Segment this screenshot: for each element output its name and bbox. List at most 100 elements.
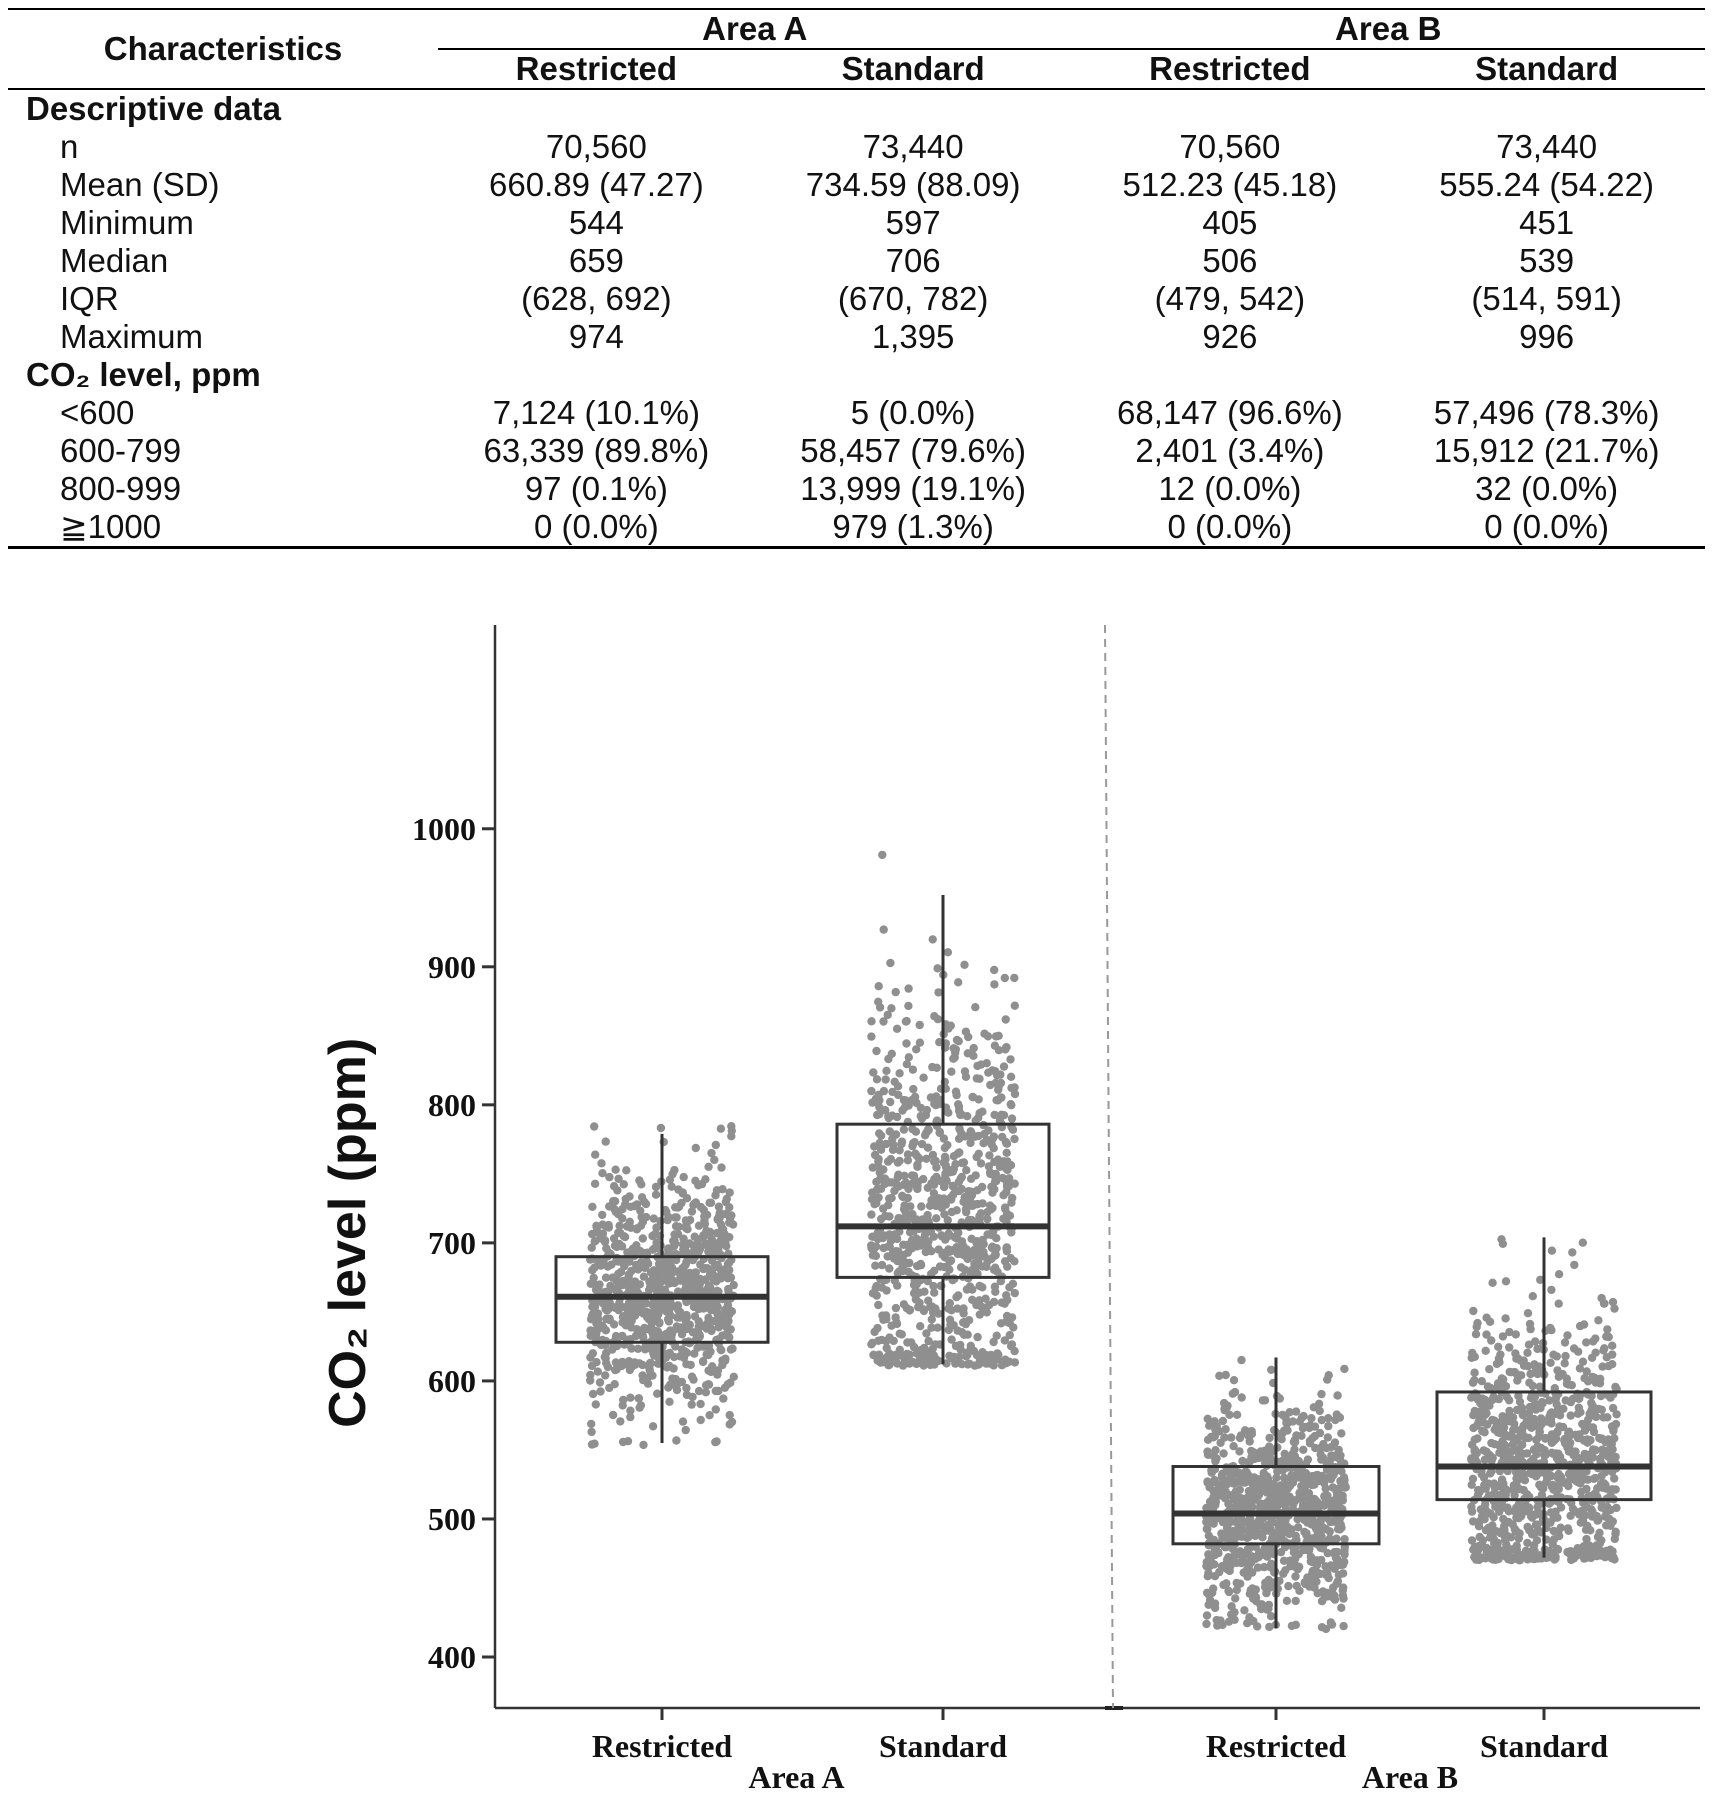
- data-point: [872, 1046, 881, 1056]
- data-point: [704, 1281, 714, 1290]
- data-point: [1323, 1565, 1332, 1575]
- data-point: [872, 1075, 882, 1084]
- data-point: [1512, 1370, 1522, 1379]
- data-point: [1576, 1408, 1585, 1417]
- data-point: [717, 1163, 726, 1172]
- data-point: [1333, 1547, 1342, 1557]
- data-point: [691, 1198, 700, 1207]
- data-point: [916, 1322, 925, 1331]
- data-point: [649, 1214, 658, 1223]
- data-point: [1472, 1322, 1481, 1332]
- data-point: [664, 1279, 674, 1288]
- data-point: [1237, 1355, 1246, 1365]
- summary-table: Characteristics Area A Area B Restricted…: [8, 8, 1705, 549]
- data-point: [602, 1244, 611, 1253]
- group-header-area-a: Area A: [438, 9, 1072, 50]
- data-point: [1290, 1445, 1299, 1454]
- data-point: [653, 1389, 662, 1398]
- data-point: [1607, 1467, 1617, 1477]
- data-point: [1534, 1432, 1544, 1441]
- data-point: [593, 1367, 602, 1376]
- data-point: [911, 1295, 921, 1304]
- data-point: [623, 1437, 633, 1446]
- data-point: [897, 1137, 907, 1146]
- data-point: [1532, 1449, 1541, 1459]
- column-header-b-standard: Standard: [1388, 50, 1705, 90]
- data-point: [598, 1210, 607, 1220]
- data-point: [1608, 1403, 1618, 1413]
- data-point: [990, 1110, 999, 1120]
- y-tick-label: 700: [428, 1225, 476, 1261]
- data-point: [613, 1241, 622, 1250]
- data-point: [588, 1202, 597, 1211]
- data-point: [956, 1110, 965, 1120]
- data-point: [1494, 1342, 1503, 1351]
- data-point: [971, 1003, 980, 1012]
- data-point: [1340, 1546, 1349, 1555]
- data-point: [1580, 1374, 1589, 1383]
- data-point: [586, 1353, 595, 1362]
- data-point: [673, 1287, 683, 1296]
- data-point: [1010, 1346, 1019, 1356]
- data-point: [592, 1223, 601, 1232]
- data-point: [669, 1236, 678, 1246]
- data-point: [665, 1272, 675, 1282]
- data-point: [990, 1041, 1000, 1050]
- data-point: [712, 1186, 722, 1195]
- data-point: [1340, 1557, 1349, 1566]
- data-point: [1497, 1478, 1506, 1488]
- data-point: [632, 1224, 642, 1233]
- data-point: [959, 1158, 969, 1167]
- data-point: [1288, 1417, 1298, 1426]
- data-point: [867, 1032, 876, 1041]
- data-point: [882, 1356, 892, 1365]
- box-iqr: [1435, 1390, 1653, 1502]
- data-point: [881, 1175, 890, 1184]
- data-point: [1528, 1554, 1537, 1563]
- data-point: [993, 1096, 1003, 1105]
- data-point: [1321, 1624, 1331, 1634]
- data-point: [956, 1340, 965, 1350]
- data-point: [894, 1170, 903, 1179]
- data-point: [1514, 1391, 1523, 1401]
- data-point: [929, 1281, 938, 1291]
- data-point: [1546, 1409, 1555, 1418]
- data-point: [1331, 1451, 1341, 1460]
- boxes-layer: [554, 895, 1653, 1629]
- data-point: [618, 1318, 627, 1327]
- data-point: [879, 1017, 888, 1026]
- data-point: [1245, 1544, 1254, 1553]
- table-row: 600-799 63,339 (89.8%) 58,457 (79.6%) 2,401…: [8, 432, 1705, 470]
- row-label: Maximum: [60, 318, 204, 355]
- data-point: [1550, 1384, 1560, 1393]
- data-point: [1505, 1327, 1514, 1337]
- table-row: n 70,560 73,440 70,560 73,440: [8, 128, 1705, 166]
- data-point: [1235, 1433, 1245, 1443]
- data-point: [922, 1329, 931, 1338]
- data-point: [618, 1401, 627, 1410]
- group-header-area-b: Area B: [1071, 9, 1705, 50]
- data-point: [591, 1400, 600, 1409]
- data-point: [1009, 1323, 1018, 1332]
- data-point: [651, 1182, 661, 1192]
- data-point: [1333, 1524, 1343, 1534]
- data-point: [1597, 1405, 1607, 1414]
- data-point: [1566, 1411, 1575, 1420]
- data-point: [873, 1098, 883, 1108]
- data-point: [917, 1114, 927, 1123]
- data-point: [1549, 1511, 1559, 1520]
- data-point: [891, 1313, 900, 1322]
- data-point: [1211, 1457, 1220, 1466]
- data-point: [951, 1045, 960, 1054]
- data-point: [1545, 1396, 1554, 1405]
- data-point: [902, 1039, 911, 1048]
- data-point: [1299, 1411, 1308, 1421]
- data-point: [1480, 1515, 1489, 1524]
- data-point: [678, 1417, 688, 1426]
- data-point: [1228, 1389, 1238, 1398]
- table-cell: 15,912 (21.7%): [1433, 432, 1660, 469]
- data-point: [602, 1221, 611, 1231]
- data-point: [1606, 1521, 1615, 1530]
- data-point: [1291, 1531, 1301, 1541]
- table-row: Mean (SD) 660.89 (47.27) 734.59 (88.09) 512…: [8, 166, 1705, 204]
